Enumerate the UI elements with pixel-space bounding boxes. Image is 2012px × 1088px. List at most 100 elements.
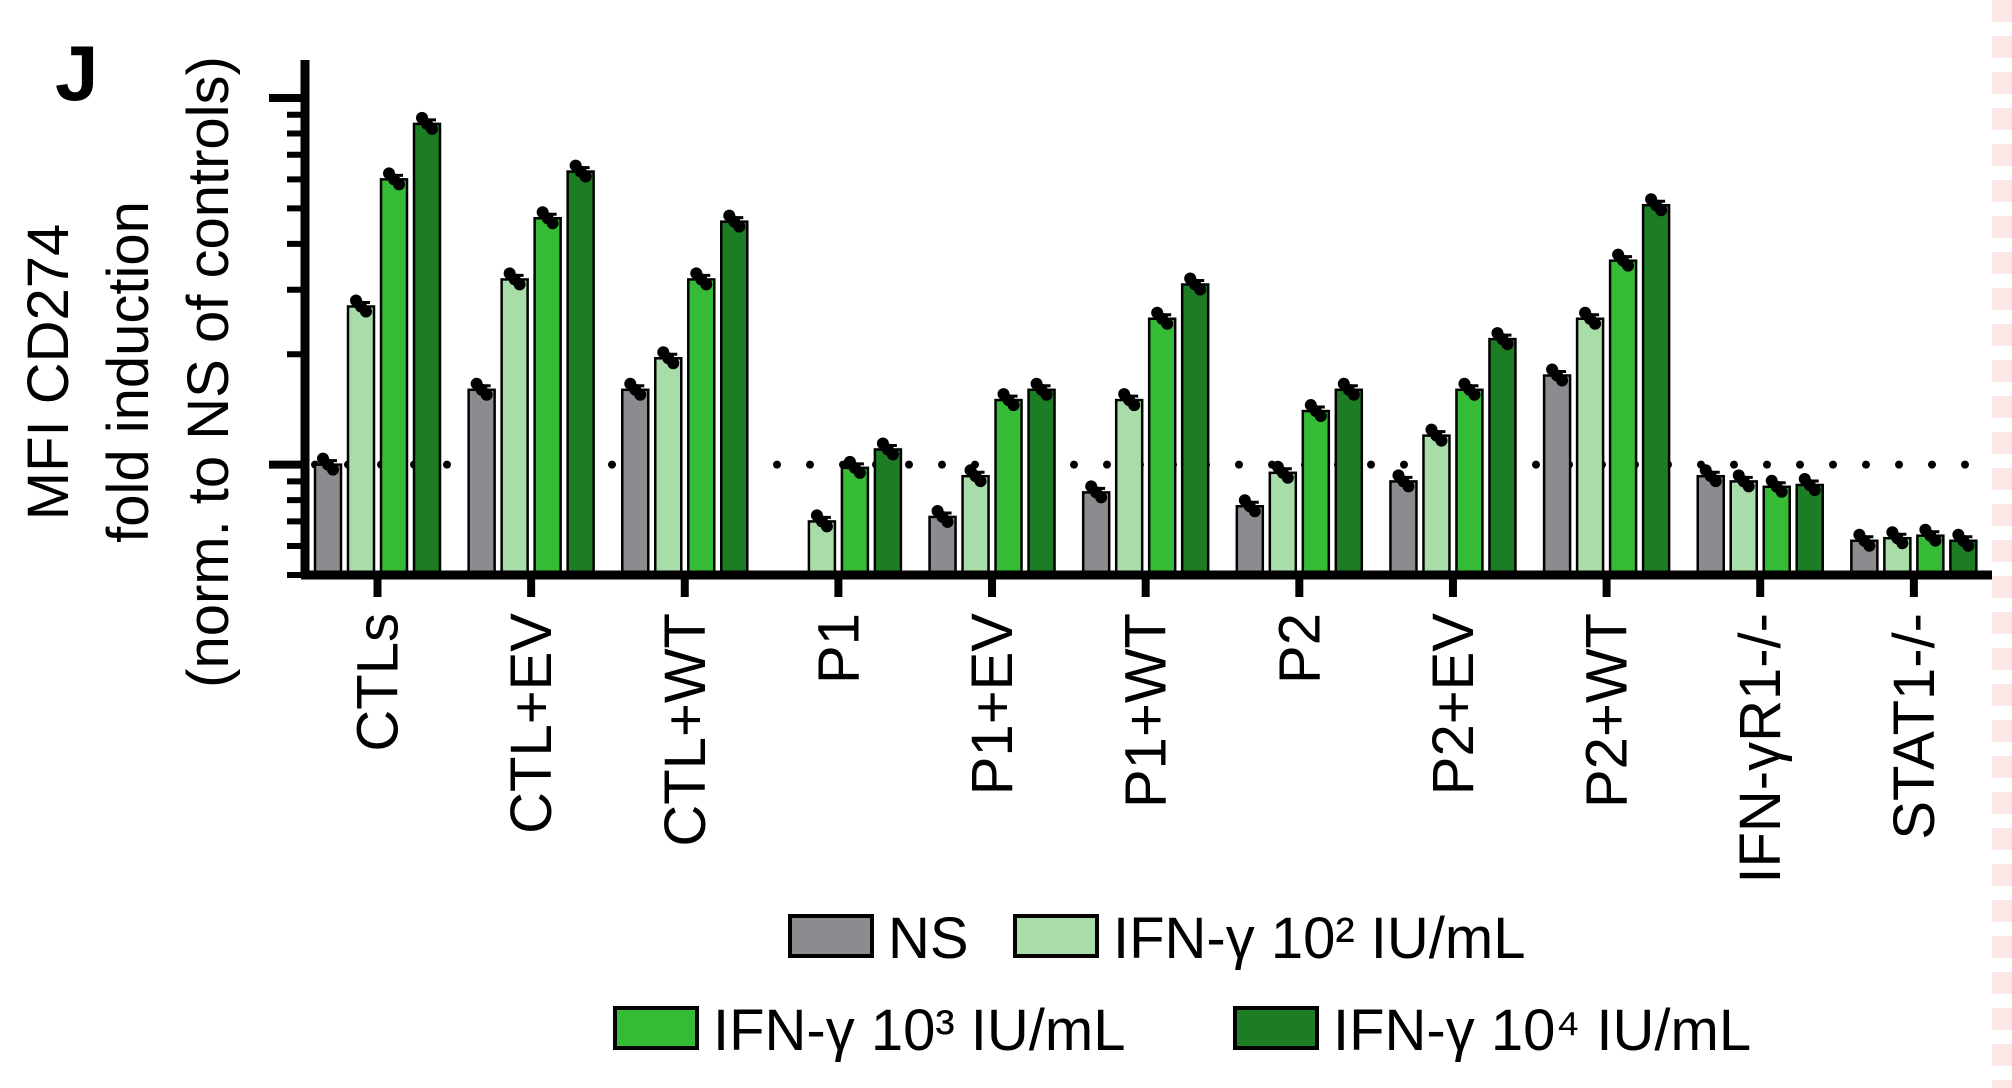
bar-2-1 bbox=[654, 357, 683, 577]
legend-swatch-0 bbox=[788, 914, 874, 958]
data-point-10-1-2 bbox=[1896, 537, 1909, 550]
bar-1-2 bbox=[533, 216, 562, 577]
bar-7-1 bbox=[1422, 434, 1451, 577]
bar-5-3 bbox=[1180, 283, 1210, 577]
data-point-4-1-2 bbox=[974, 475, 987, 488]
data-point-0-2-2 bbox=[393, 178, 405, 191]
x-tick-label-9: IFN-γR1-/- bbox=[1728, 613, 1793, 884]
x-tick-label-8: P2+WT bbox=[1575, 613, 1640, 808]
data-point-8-2-2 bbox=[1622, 259, 1635, 272]
bar-8-0 bbox=[1542, 374, 1572, 577]
data-point-7-2-2 bbox=[1468, 388, 1481, 401]
data-point-1-0-2 bbox=[480, 388, 493, 401]
data-point-9-2-2 bbox=[1775, 485, 1788, 498]
bar-7-2 bbox=[1455, 388, 1484, 577]
bar-1-1 bbox=[500, 278, 529, 577]
data-point-10-2-2 bbox=[1929, 534, 1942, 547]
data-point-0-3-2 bbox=[426, 122, 438, 135]
bar-0-2 bbox=[379, 178, 409, 577]
x-tick-label-2: CTL+WT bbox=[653, 613, 718, 847]
bar-8-1 bbox=[1575, 317, 1605, 577]
bar-6-0 bbox=[1235, 504, 1265, 577]
legend: NS IFN-γ 10² IU/mL IFN-γ 10³ IU/mL IFN-γ 10… bbox=[613, 906, 1751, 1063]
bar-5-2 bbox=[1147, 317, 1177, 577]
bar-4-2 bbox=[994, 398, 1023, 577]
bar-0-0 bbox=[313, 463, 343, 577]
data-point-5-3-2 bbox=[1194, 283, 1207, 296]
bar-2-3 bbox=[720, 220, 749, 577]
data-point-0-0-2 bbox=[327, 463, 339, 476]
data-point-3-2-2 bbox=[853, 466, 866, 479]
bar-6-1 bbox=[1268, 471, 1298, 577]
data-point-1-3-2 bbox=[579, 170, 592, 183]
data-point-4-0-2 bbox=[941, 515, 954, 528]
data-point-2-1-2 bbox=[667, 357, 680, 370]
y-axis-title: MFI CD274 bbox=[16, 224, 81, 521]
x-tick-labels: CTLs CTL+EV CTL+WT P1 P1+EV P1+WT P2 P2+EV P2+WT… bbox=[346, 613, 1947, 884]
data-point-9-1-2 bbox=[1742, 480, 1755, 493]
bar-7-3 bbox=[1488, 337, 1517, 577]
edge-decoration bbox=[1992, 0, 2012, 1088]
data-point-10-0-2 bbox=[1863, 539, 1876, 552]
data-point-8-3-2 bbox=[1655, 204, 1668, 217]
data-point-7-1-2 bbox=[1435, 434, 1448, 447]
bar-4-1 bbox=[961, 474, 990, 577]
legend-label-0: NS bbox=[888, 906, 969, 971]
data-point-2-0-2 bbox=[634, 388, 647, 401]
data-point-4-2-2 bbox=[1007, 399, 1020, 412]
bar-9-3 bbox=[1795, 483, 1824, 577]
bar-9-0 bbox=[1696, 474, 1725, 577]
x-tick-label-10: STAT1-/- bbox=[1882, 613, 1947, 840]
data-point-8-1-2 bbox=[1589, 317, 1602, 330]
data-point-9-0-2 bbox=[1709, 475, 1722, 488]
data-point-2-2-2 bbox=[700, 278, 713, 291]
data-point-6-1-2 bbox=[1281, 471, 1294, 484]
bar-6-3 bbox=[1334, 388, 1364, 577]
data-point-1-1-2 bbox=[513, 278, 526, 291]
bar-5-1 bbox=[1114, 398, 1144, 577]
legend-swatch-2 bbox=[613, 1006, 699, 1050]
bar-5-0 bbox=[1081, 491, 1111, 577]
bar-0-3 bbox=[412, 122, 442, 577]
bars-layer bbox=[313, 111, 1978, 577]
legend-label-3: IFN-γ 10⁴ IU/mL bbox=[1333, 998, 1751, 1063]
data-point-5-1-2 bbox=[1128, 399, 1141, 412]
bar-7-0 bbox=[1389, 480, 1418, 577]
y-axis-title-line1: MFI CD274 bbox=[16, 224, 81, 521]
x-tick-label-7: P2+EV bbox=[1421, 613, 1486, 795]
bar-3-3 bbox=[873, 448, 903, 577]
legend-swatch-3 bbox=[1233, 1006, 1319, 1050]
legend-swatch-1 bbox=[1013, 914, 1099, 958]
bar-0-1 bbox=[346, 305, 376, 577]
x-tick-label-3: P1 bbox=[806, 613, 871, 684]
data-point-4-3-2 bbox=[1040, 388, 1053, 401]
data-point-3-1-2 bbox=[820, 520, 833, 533]
bar-1-0 bbox=[467, 388, 496, 577]
bar-6-2 bbox=[1301, 409, 1331, 577]
data-point-6-0-2 bbox=[1248, 505, 1261, 518]
x-tick-label-0: CTLs bbox=[346, 613, 411, 752]
y-axis-title-line2: fold induction bbox=[96, 201, 161, 543]
data-point-1-2-2 bbox=[546, 217, 559, 230]
data-point-7-0-2 bbox=[1402, 480, 1415, 493]
x-tick-label-4: P1+EV bbox=[960, 613, 1025, 795]
data-point-9-3-2 bbox=[1808, 483, 1821, 496]
data-point-5-2-2 bbox=[1161, 317, 1174, 330]
bar-2-2 bbox=[687, 278, 716, 577]
legend-label-2: IFN-γ 10³ IU/mL bbox=[713, 998, 1126, 1063]
data-point-3-3-2 bbox=[886, 448, 899, 461]
data-point-10-3-2 bbox=[1962, 539, 1975, 552]
bar-1-3 bbox=[566, 170, 595, 577]
axes-layer bbox=[269, 60, 1995, 597]
data-point-7-3-2 bbox=[1501, 338, 1514, 351]
bar-8-2 bbox=[1608, 259, 1638, 577]
data-point-6-2-2 bbox=[1314, 410, 1327, 423]
bar-4-3 bbox=[1027, 388, 1056, 577]
legend-label-1: IFN-γ 10² IU/mL bbox=[1113, 906, 1526, 971]
data-point-5-0-2 bbox=[1095, 491, 1108, 504]
x-tick-label-1: CTL+EV bbox=[499, 613, 564, 834]
x-tick-label-5: P1+WT bbox=[1114, 613, 1179, 808]
x-tick-label-6: P2 bbox=[1267, 613, 1332, 684]
bar-8-3 bbox=[1641, 203, 1671, 577]
